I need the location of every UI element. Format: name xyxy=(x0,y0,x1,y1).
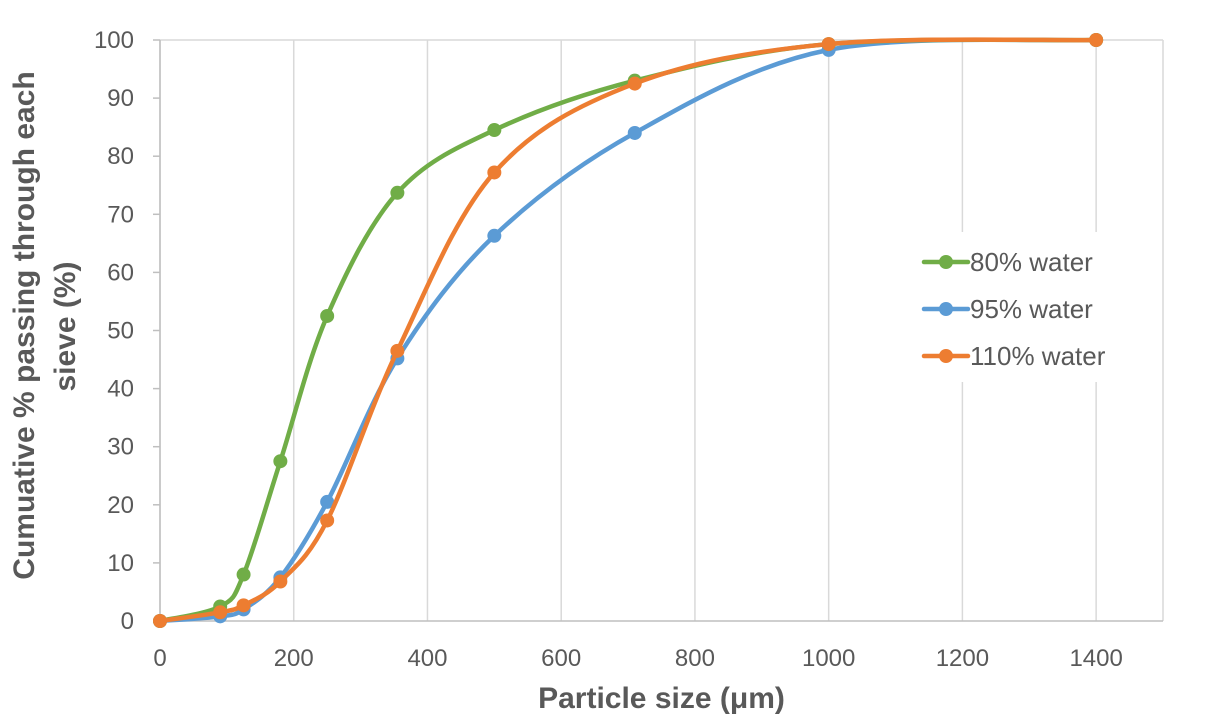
y-tick-label: 30 xyxy=(107,434,134,461)
x-tick-label: 1000 xyxy=(802,645,855,672)
x-tick-label: 200 xyxy=(274,645,314,672)
x-tick-label: 400 xyxy=(407,645,447,672)
legend-item: 80% water xyxy=(921,247,1093,277)
legend-item: 95% water xyxy=(921,294,1093,324)
legend-swatch-marker xyxy=(939,255,953,269)
y-tick-label: 80 xyxy=(107,143,134,170)
series-3 xyxy=(153,33,1104,628)
data-point xyxy=(390,185,405,200)
y-axis-title-line-2: sieve (%) xyxy=(49,261,82,391)
legend-label: 80% water xyxy=(970,247,1093,277)
data-point xyxy=(1089,33,1104,47)
data-point xyxy=(320,494,335,509)
y-tick-label: 70 xyxy=(107,201,134,228)
data-point xyxy=(320,308,335,323)
data-point xyxy=(487,123,502,138)
x-tick-label: 1400 xyxy=(1069,645,1122,672)
x-tick-label: 0 xyxy=(153,645,166,672)
data-point xyxy=(627,76,642,91)
x-tick-label: 1200 xyxy=(936,645,989,672)
data-point xyxy=(273,574,288,589)
y-tick-label: 100 xyxy=(94,27,134,54)
legend-swatch-marker xyxy=(939,349,953,363)
y-axis-title: Cumuative % passing through each sieve (… xyxy=(8,71,82,579)
x-axis-title: Particle size (μm) xyxy=(538,682,785,715)
data-point xyxy=(213,605,228,620)
y-tick-label: 90 xyxy=(107,85,134,112)
series xyxy=(153,33,1104,628)
y-tick-label: 0 xyxy=(121,608,134,635)
y-tick-label: 40 xyxy=(107,376,134,403)
y-tick-label: 50 xyxy=(107,318,134,345)
data-point xyxy=(627,125,642,140)
x-tick-label: 800 xyxy=(675,645,715,672)
data-point xyxy=(487,228,502,243)
legend-label: 95% water xyxy=(970,294,1093,324)
data-point xyxy=(320,513,335,528)
y-tick-label: 60 xyxy=(107,259,134,286)
y-tick-label: 20 xyxy=(107,492,134,519)
legend-item: 110% water xyxy=(921,341,1106,371)
data-point xyxy=(236,598,251,613)
data-point xyxy=(821,37,836,52)
y-tick-label: 10 xyxy=(107,550,134,577)
legend-label: 110% water xyxy=(970,341,1106,371)
data-point xyxy=(487,165,502,180)
data-point xyxy=(153,614,167,628)
legend: 80% water 95% water 110% water xyxy=(905,232,1135,382)
data-point xyxy=(390,343,405,358)
y-axis-title-line-1: Cumuative % passing through each xyxy=(8,71,41,579)
x-tick-label: 600 xyxy=(541,645,581,672)
data-point xyxy=(273,454,288,469)
data-point xyxy=(236,567,251,582)
legend-swatch-marker xyxy=(939,302,953,316)
